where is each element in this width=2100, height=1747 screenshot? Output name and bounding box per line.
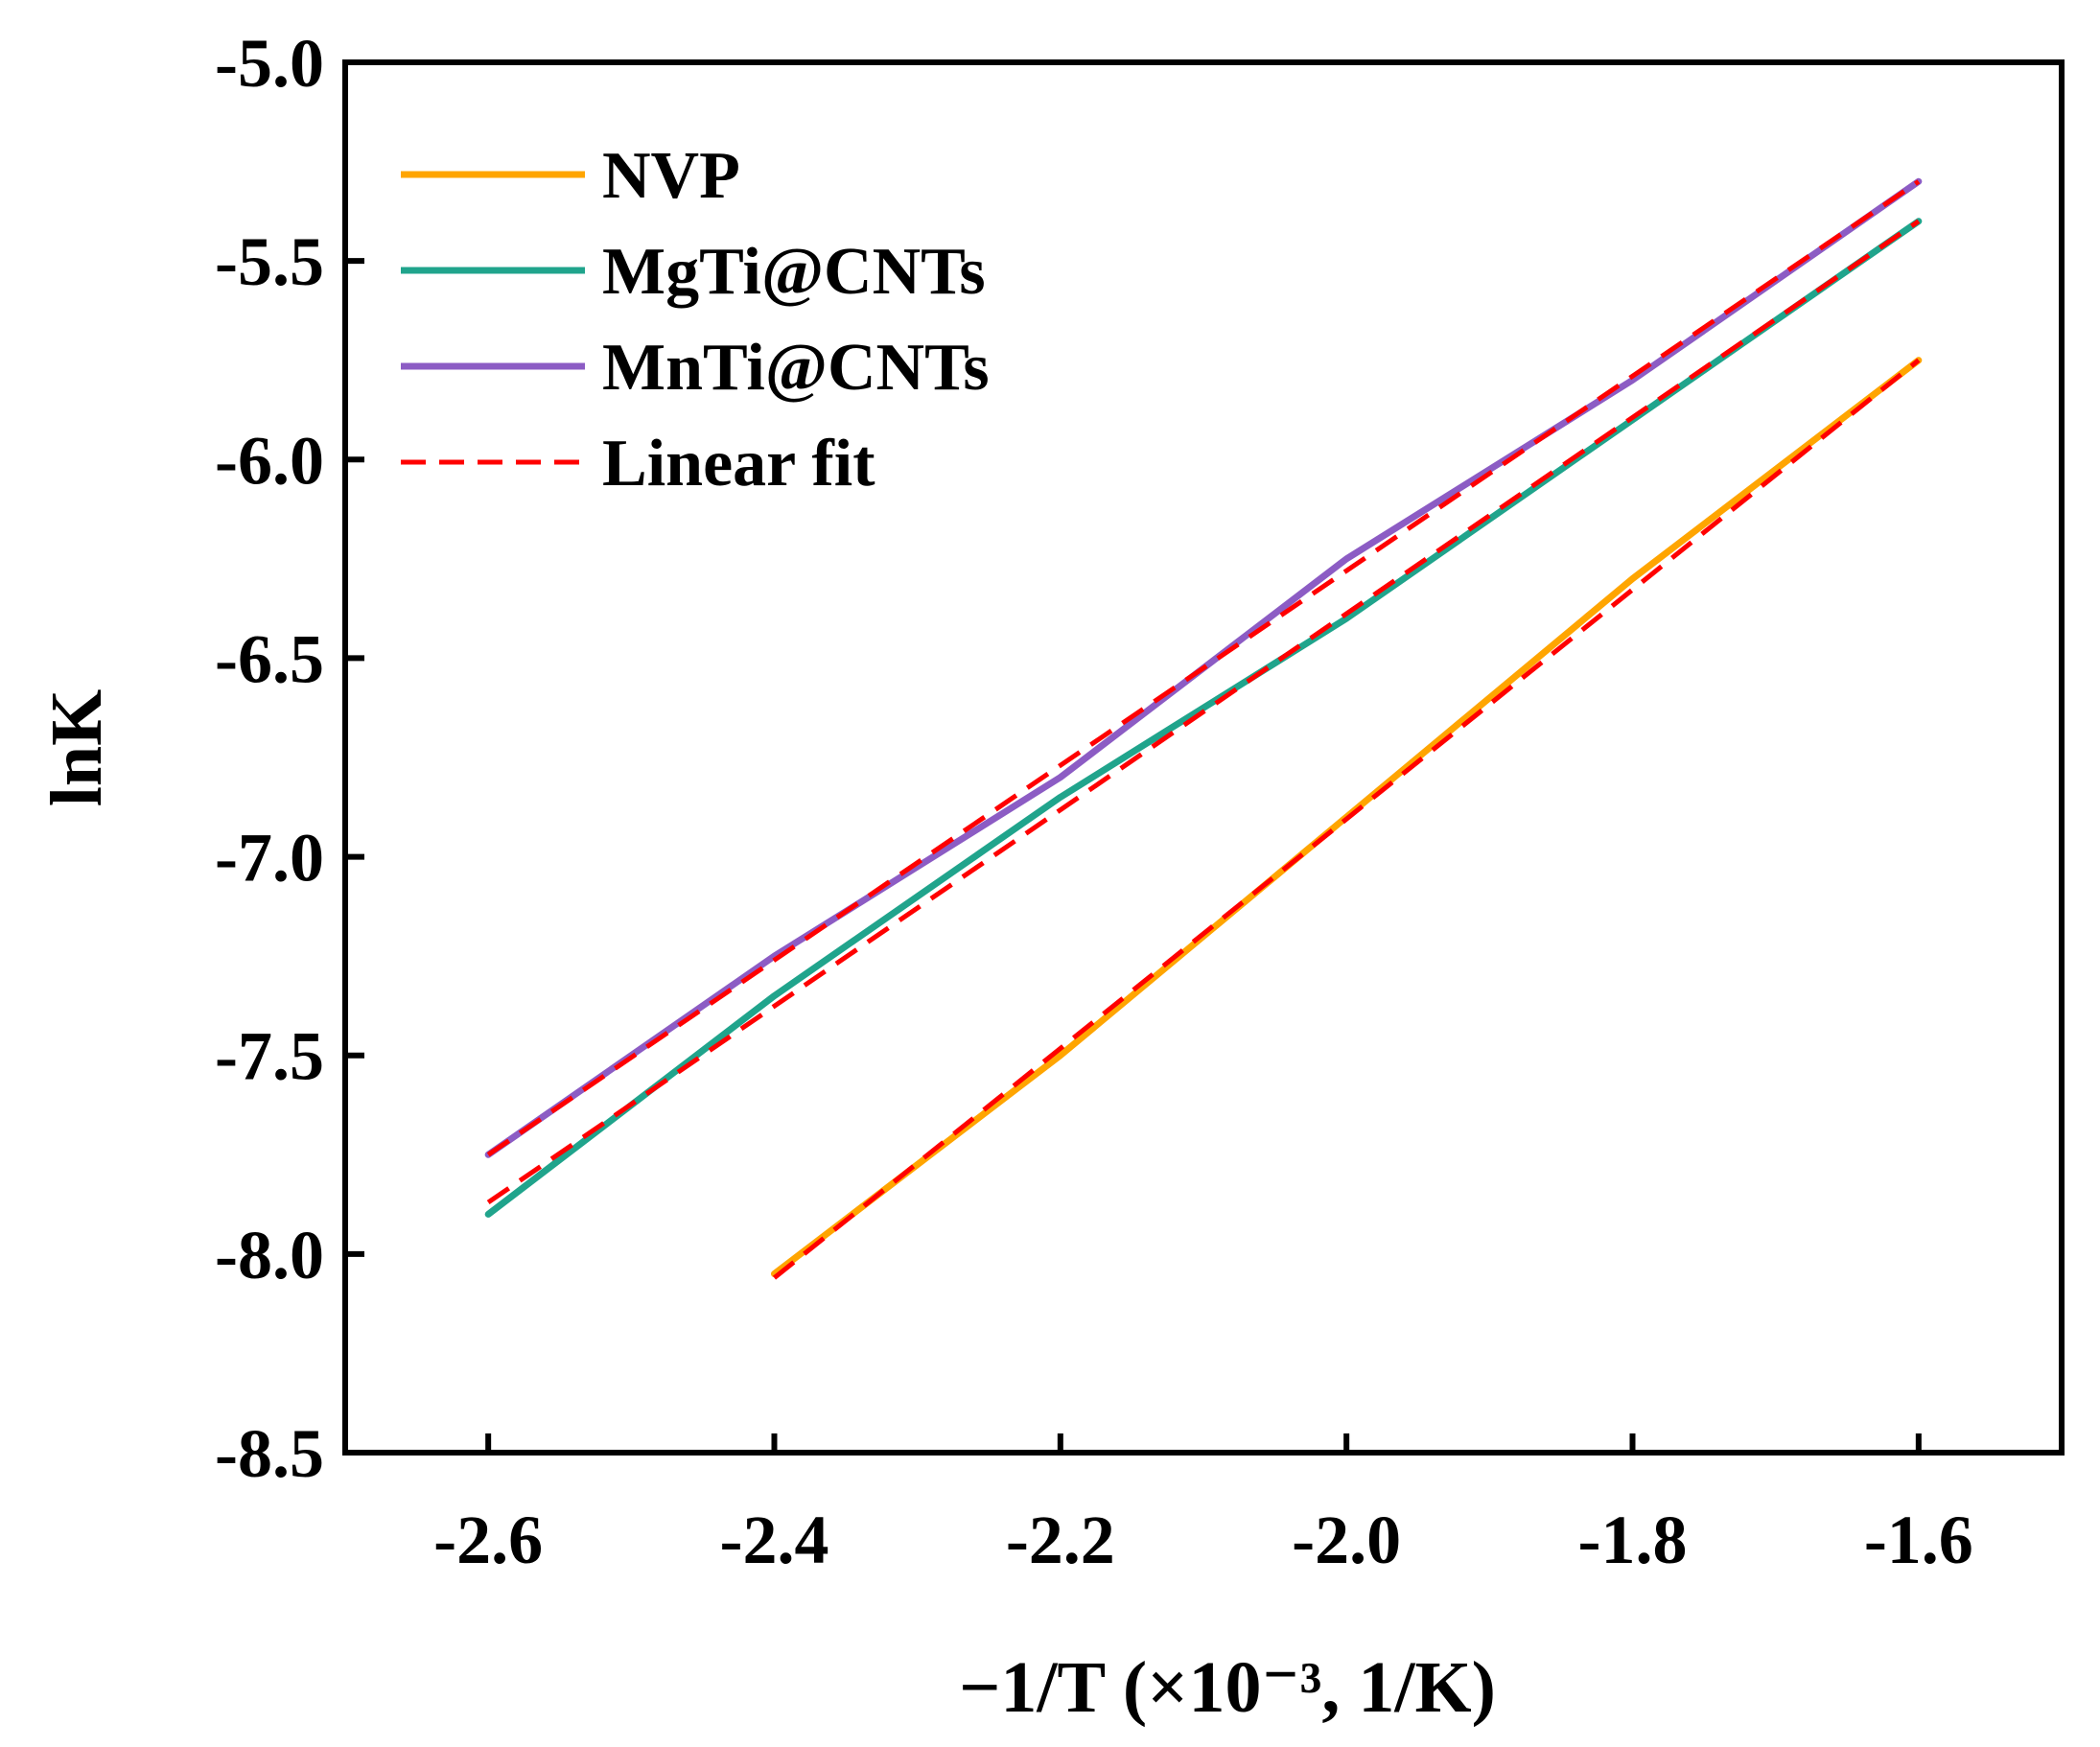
y-tick-label: -8.0 [215,1217,324,1293]
x-tick-label: -2.6 [433,1502,543,1578]
y-tick-label: -7.5 [215,1018,324,1095]
y-tick-label: -6.0 [215,422,324,499]
x-tick-label: -2.2 [1006,1502,1115,1578]
x-tick-label: -2.4 [720,1502,829,1578]
y-axis-label: lnK [36,689,117,807]
y-tick-label: -5.0 [215,25,324,102]
fit-line-mgti-cnts [486,219,1921,1205]
legend: NVP MgTi@CNTs MnTi@CNTs Linear fit [401,139,990,501]
legend-label: MgTi@CNTs [602,235,986,309]
x-tick-label: -2.0 [1292,1502,1401,1578]
x-tick-label: -1.8 [1578,1502,1688,1578]
fit-line-mnti-cnts [486,179,1921,1157]
legend-label: MnTi@CNTs [602,331,990,405]
legend-label: NVP [602,139,740,213]
fit-line-nvp [772,358,1921,1280]
legend-label: Linear fit [602,427,875,501]
y-tick-label: -5.5 [215,223,324,300]
y-tick-label: -8.5 [215,1415,324,1492]
series-line-mgti-cnts [484,218,1923,1218]
y-tick-label: -6.5 [215,620,324,697]
x-axis-label: −1/T (×10⁻³, 1/K) [959,1647,1496,1728]
x-tick-label: -1.6 [1864,1502,1973,1578]
plot-frame [342,59,2065,1456]
y-tick-label: -7.0 [215,820,324,897]
